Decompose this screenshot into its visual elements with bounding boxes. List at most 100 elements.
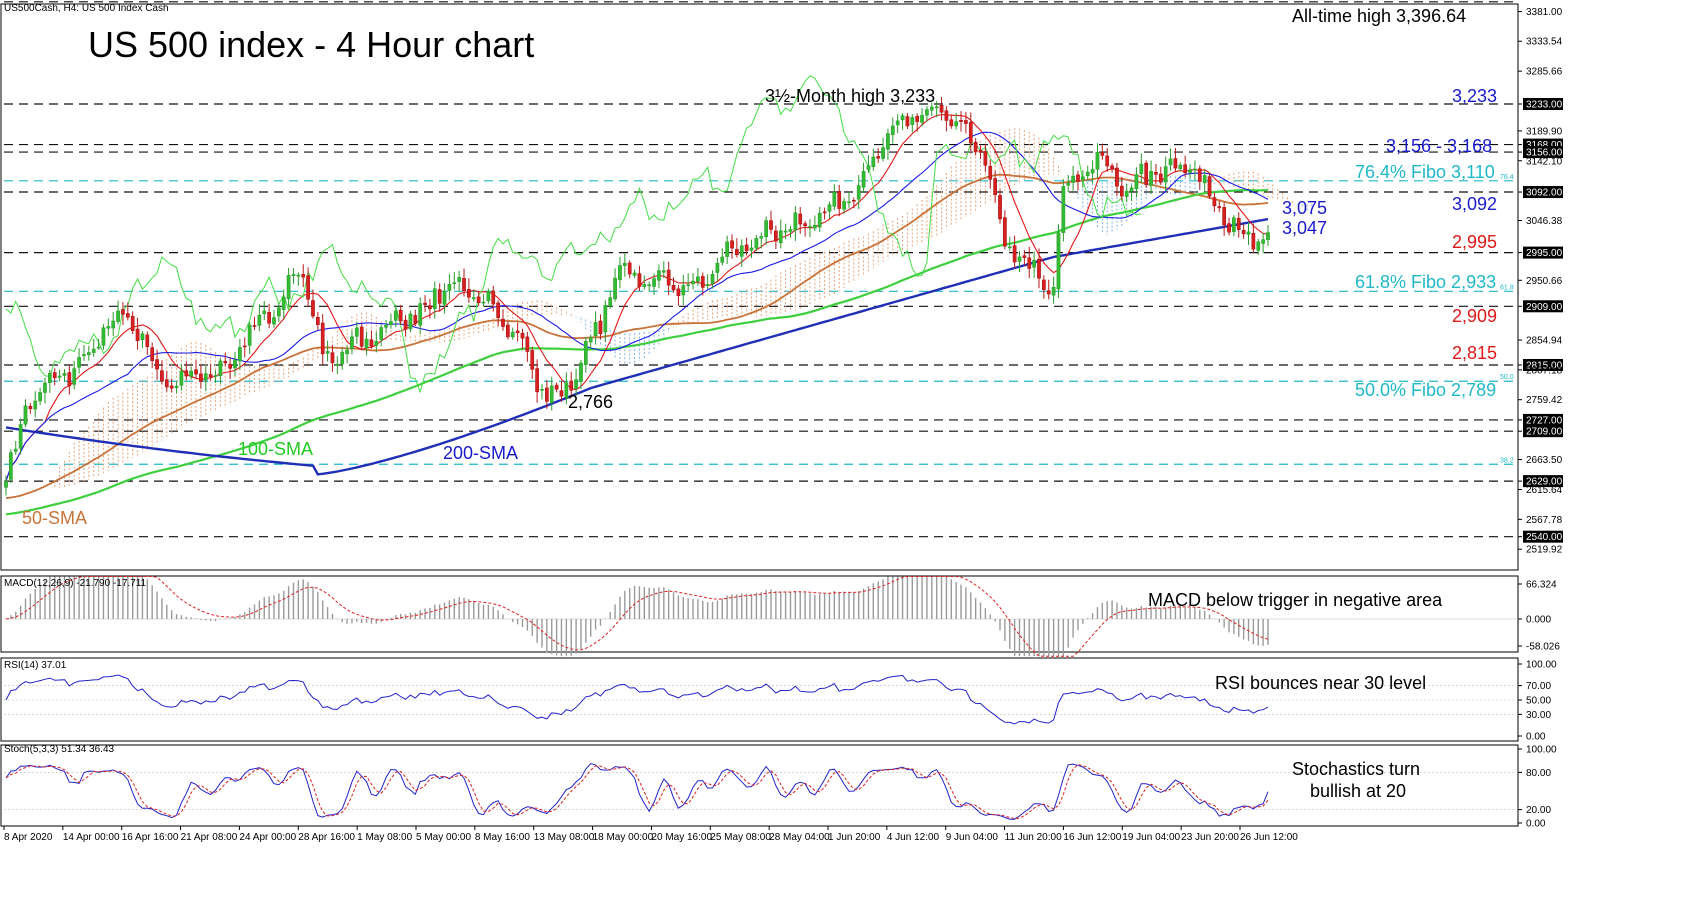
candle bbox=[369, 330, 374, 349]
candle bbox=[915, 113, 920, 132]
candle bbox=[1100, 143, 1105, 160]
candle bbox=[1178, 162, 1183, 172]
candle bbox=[832, 184, 837, 210]
price-tag-box bbox=[1523, 530, 1563, 543]
ann-2995: 2,995 bbox=[1452, 232, 1497, 252]
candle bbox=[1085, 165, 1090, 180]
candle bbox=[593, 311, 598, 345]
candle bbox=[106, 318, 111, 337]
x-tick-label: 28 May 04:00 bbox=[769, 832, 830, 843]
candle bbox=[179, 363, 184, 391]
candle bbox=[9, 449, 13, 484]
candle bbox=[1212, 192, 1217, 213]
x-tick-label: 28 Apr 16:00 bbox=[298, 832, 355, 843]
candle bbox=[739, 239, 744, 267]
price-tick-label: 3285.66 bbox=[1526, 67, 1563, 78]
candle bbox=[520, 328, 525, 350]
candle bbox=[96, 338, 101, 350]
price-tag-box bbox=[1523, 186, 1563, 199]
candle bbox=[545, 379, 549, 409]
candle bbox=[306, 267, 310, 307]
candle bbox=[72, 361, 77, 390]
price-tag-box bbox=[1523, 413, 1563, 426]
ann-fibo-50: 50.0% Fibo 2,789 bbox=[1355, 380, 1496, 400]
candle bbox=[1007, 236, 1012, 251]
candle bbox=[700, 272, 705, 296]
candle bbox=[335, 356, 340, 375]
candle bbox=[671, 277, 676, 293]
candle bbox=[398, 304, 403, 326]
candle bbox=[28, 402, 33, 414]
ann-2909: 2,909 bbox=[1452, 306, 1497, 326]
candle bbox=[886, 128, 890, 160]
candle bbox=[291, 268, 296, 285]
candle bbox=[13, 440, 18, 455]
candle bbox=[1119, 176, 1124, 201]
price-tag-box bbox=[1523, 475, 1563, 488]
candle bbox=[1076, 170, 1080, 191]
ann-all-time-high: All-time high 3,396.64 bbox=[1292, 6, 1466, 26]
candle bbox=[676, 284, 681, 306]
candle bbox=[1241, 224, 1246, 239]
candle bbox=[661, 261, 666, 279]
candle bbox=[754, 234, 759, 251]
candle bbox=[613, 268, 617, 302]
candle bbox=[281, 289, 286, 320]
macd-panel bbox=[4, 576, 1518, 657]
candle bbox=[720, 248, 725, 266]
x-tick-label: 21 Apr 08:00 bbox=[181, 832, 238, 843]
candle bbox=[340, 347, 345, 370]
candle bbox=[959, 111, 963, 132]
candle bbox=[681, 274, 686, 306]
candle bbox=[101, 324, 106, 350]
candle bbox=[622, 253, 627, 277]
candle bbox=[515, 322, 520, 342]
candle bbox=[569, 371, 574, 398]
candle bbox=[1090, 160, 1095, 184]
candle bbox=[228, 357, 232, 379]
candle bbox=[1032, 251, 1036, 278]
candle bbox=[393, 304, 398, 328]
osc-tick-label: 0.00 bbox=[1526, 819, 1546, 830]
price-tick-label: 3233.00 bbox=[1526, 100, 1563, 111]
candle bbox=[627, 260, 632, 279]
price-tag-box bbox=[1523, 246, 1563, 259]
macd-signal bbox=[5, 576, 1269, 657]
candle bbox=[374, 331, 379, 353]
ann-low-2766: 2,766 bbox=[568, 392, 613, 412]
panel-frame bbox=[0, 744, 1519, 827]
candle bbox=[1124, 183, 1129, 203]
candle bbox=[350, 330, 354, 355]
candle bbox=[1017, 250, 1022, 273]
candle bbox=[23, 399, 28, 428]
x-tick-label: 8 May 16:00 bbox=[475, 832, 530, 843]
candle bbox=[1003, 210, 1007, 250]
candle bbox=[1202, 169, 1207, 191]
candle bbox=[194, 360, 198, 378]
candle bbox=[223, 352, 228, 367]
candle bbox=[169, 378, 174, 393]
candle bbox=[320, 313, 325, 365]
candle bbox=[1037, 248, 1041, 289]
fibo-tag: 50.0 bbox=[1500, 374, 1514, 381]
candle bbox=[530, 346, 535, 380]
candle bbox=[457, 270, 462, 292]
candle bbox=[471, 289, 476, 302]
candle bbox=[130, 311, 135, 335]
candle bbox=[184, 361, 189, 381]
candle bbox=[18, 418, 23, 455]
x-tick-label: 24 Apr 00:00 bbox=[239, 832, 296, 843]
rsi-line bbox=[5, 674, 1269, 725]
candle bbox=[111, 312, 116, 337]
candle bbox=[442, 283, 447, 314]
candle bbox=[710, 270, 715, 289]
candle bbox=[233, 352, 237, 377]
candle bbox=[135, 317, 140, 350]
candle bbox=[1256, 238, 1261, 255]
candle bbox=[164, 370, 169, 392]
rsi-annotation: RSI bounces near 30 level bbox=[1215, 673, 1426, 693]
price-tick-label: 2854.94 bbox=[1526, 336, 1563, 347]
candle bbox=[900, 113, 905, 130]
stoch-d-line bbox=[5, 764, 1269, 820]
